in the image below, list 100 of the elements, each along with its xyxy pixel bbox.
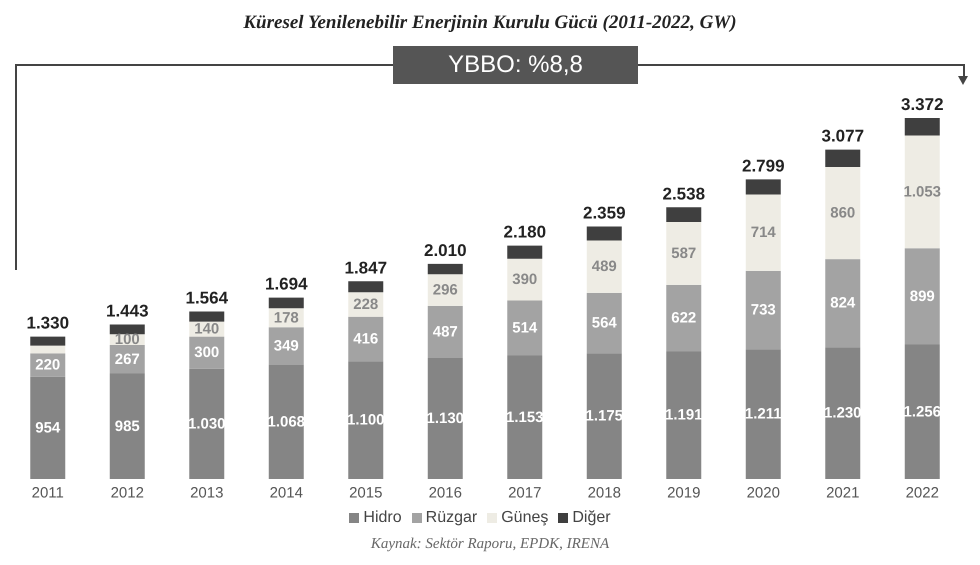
bar (666, 222, 702, 285)
total-label: 3.077 (821, 126, 864, 146)
bar (586, 353, 622, 479)
bar (666, 207, 702, 222)
data-label: 985 (114, 418, 140, 435)
total-label: 2.538 (662, 184, 706, 204)
data-label: 296 (432, 282, 458, 299)
data-label: 1.256 (903, 403, 942, 420)
data-label: 824 (830, 294, 856, 312)
bar (507, 300, 542, 356)
data-label: 1.130 (426, 410, 464, 428)
bar (348, 361, 384, 479)
bar (586, 292, 622, 354)
x-tick-label: 2019 (667, 484, 700, 502)
data-label: 1.053 (903, 183, 942, 200)
total-label: 1.330 (26, 314, 70, 333)
x-tick-label: 2014 (270, 484, 303, 502)
bar (30, 336, 66, 346)
bar (825, 347, 860, 479)
data-label: 140 (194, 320, 220, 338)
legend-label: Diğer (572, 509, 611, 526)
data-label: 487 (432, 323, 458, 340)
data-label: 1.230 (824, 404, 862, 422)
bar (746, 194, 781, 271)
total-label: 2.010 (424, 240, 467, 260)
data-label: 1.100 (346, 412, 385, 429)
x-tick-label: 2015 (349, 484, 382, 502)
total-label: 3.372 (900, 95, 944, 114)
data-label: 228 (353, 296, 378, 313)
bar (746, 349, 781, 479)
bar (189, 368, 224, 479)
total-label: 2.799 (742, 156, 785, 176)
total-label: 1.564 (185, 288, 229, 308)
x-tick-label: 2018 (588, 484, 621, 502)
bar (268, 364, 304, 479)
data-label: 390 (512, 271, 538, 288)
text: Kaynak: Sektör Raporu, EPDK, IRENA (370, 536, 610, 553)
data-label: 1.211 (744, 406, 782, 423)
data-label: 954 (35, 419, 61, 436)
bar (507, 246, 542, 259)
bar (30, 376, 66, 479)
data-label: 220 (35, 356, 60, 374)
data-label: 564 (592, 314, 618, 332)
bar (746, 270, 781, 350)
total-label: 2.180 (503, 222, 546, 242)
data-label: 349 (274, 337, 299, 354)
data-label: 1.068 (267, 413, 306, 430)
bar (110, 374, 145, 479)
data-label: 1.030 (188, 415, 226, 432)
bar (348, 316, 384, 362)
data-label: 733 (750, 302, 776, 319)
data-label: 489 (592, 258, 617, 276)
data-label: 587 (671, 244, 696, 262)
bar (904, 136, 940, 248)
x-tick-label: 2021 (826, 484, 860, 502)
bar (428, 358, 463, 479)
bar (904, 118, 940, 136)
data-label: 100 (114, 331, 140, 348)
bar (825, 150, 860, 168)
bar (348, 281, 384, 292)
x-tick-label: 2011 (32, 484, 64, 502)
bar (586, 240, 622, 293)
data-label: 300 (194, 344, 220, 362)
data-label: 416 (353, 330, 378, 348)
x-tick-label: 2016 (428, 484, 462, 502)
legend-label: Rüzgar (426, 509, 478, 526)
x-tick-label: 2022 (906, 484, 939, 502)
bar (30, 346, 66, 354)
bar (825, 167, 860, 260)
data-label: 860 (830, 204, 856, 222)
bar (110, 324, 145, 334)
bar (428, 264, 463, 274)
bar (586, 226, 622, 240)
data-label: 267 (114, 350, 140, 368)
bar (189, 312, 224, 322)
x-tick-label: 2017 (508, 484, 542, 502)
x-tick-label: 2020 (746, 484, 780, 502)
bar (825, 259, 860, 348)
data-label: 622 (671, 310, 696, 327)
x-tick-label: 2012 (110, 484, 144, 502)
chart-title: Küresel Yenilenebilir Enerjinin Kurulu Gücü (2011-2022, GW) (242, 12, 738, 34)
text: YBBO: %8,8 (393, 46, 638, 84)
bar (507, 356, 542, 479)
data-label: 178 (274, 309, 299, 326)
data-label: 714 (750, 224, 776, 242)
bar (666, 351, 702, 479)
bar (428, 306, 463, 358)
bar (904, 344, 940, 479)
bar (268, 298, 304, 308)
total-label: 2.359 (582, 203, 626, 222)
data-label: 514 (512, 320, 538, 337)
total-label: 1.694 (264, 274, 308, 294)
bar (666, 284, 702, 352)
legend-label: Güneş (501, 509, 548, 526)
x-tick-label: 2013 (190, 484, 224, 502)
data-label: 1.191 (664, 406, 703, 424)
data-label: 899 (910, 288, 935, 305)
total-label: 1.847 (344, 258, 388, 278)
total-label: 1.443 (106, 302, 149, 321)
data-label: 1.175 (585, 408, 624, 425)
